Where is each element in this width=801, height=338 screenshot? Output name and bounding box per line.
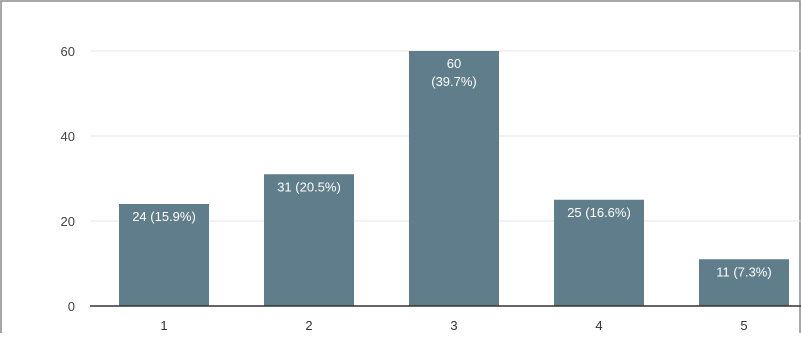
- bar: [409, 51, 499, 306]
- x-tick-label: 1: [160, 318, 167, 333]
- bar: [264, 174, 354, 306]
- x-tick-label: 2: [305, 318, 312, 333]
- x-tick-label: 4: [595, 318, 602, 333]
- bar-data-label: 11 (7.3%): [716, 264, 771, 279]
- y-tick-label: 20: [61, 214, 75, 229]
- bar-data-label: 60: [447, 56, 461, 71]
- bar: [699, 259, 789, 306]
- bar: [554, 199, 644, 306]
- x-tick-label: 3: [450, 318, 457, 333]
- bars: [119, 51, 789, 306]
- bar-data-label: 31 (20.5%): [277, 179, 341, 194]
- y-axis-ticks: 0 20 40 60: [61, 44, 75, 314]
- x-axis-ticks: 1 2 3 4 5: [160, 318, 747, 333]
- y-tick-label: 60: [61, 44, 75, 59]
- bar-data-label: 24 (15.9%): [132, 209, 196, 224]
- y-tick-label: 0: [68, 299, 75, 314]
- y-tick-label: 40: [61, 129, 75, 144]
- bar-labels: 24 (15.9%) 31 (20.5%) 60 (39.7%) 25 (16.6%) 1…: [132, 56, 772, 279]
- bar-data-label-percent: (39.7%): [431, 74, 477, 89]
- bar: [119, 204, 209, 306]
- bar-data-label: 25 (16.6%): [567, 205, 631, 220]
- x-tick-label: 5: [740, 318, 747, 333]
